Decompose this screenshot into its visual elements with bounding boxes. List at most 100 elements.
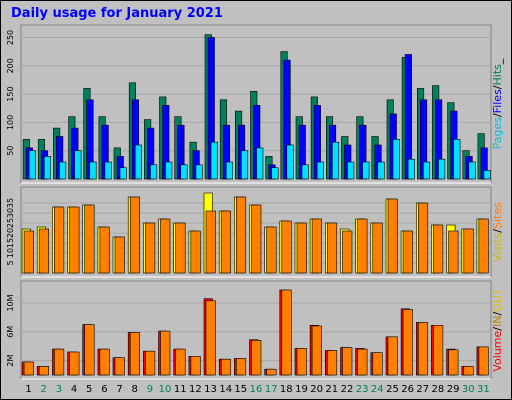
bottom-bar-in <box>114 357 125 376</box>
middle-tick-label: 25 <box>6 218 15 228</box>
day-label: 7 <box>116 384 122 395</box>
legend-part: OUT <box>491 288 504 312</box>
top-bar-pages <box>347 161 355 180</box>
top-bar-pages <box>119 167 127 180</box>
bottom-bar-in <box>266 368 277 376</box>
middle-bar-sites <box>129 196 140 274</box>
bottom-bar-in <box>342 347 353 376</box>
bottom-bar-in <box>251 340 262 376</box>
middle-tick-label: 10 <box>6 248 15 258</box>
middle-bar-sites <box>281 220 292 274</box>
day-label: 29 <box>447 384 460 395</box>
top-bar-pages <box>195 164 203 180</box>
day-label: 14 <box>219 384 232 395</box>
top-bar-pages <box>89 161 97 180</box>
day-label: 2 <box>41 384 47 395</box>
middle-bar-sites <box>433 224 444 274</box>
top-bar-pages <box>407 158 415 180</box>
top-bar-pages <box>134 144 142 180</box>
bottom-bar-in <box>387 336 398 376</box>
top-tick-label: 150 <box>6 86 15 101</box>
top-bar-pages <box>104 161 112 180</box>
top-bar-pages <box>286 144 294 180</box>
middle-tick-label: 5 <box>6 260 15 265</box>
top-bar-pages <box>468 161 476 180</box>
bottom-bar-in <box>311 325 322 376</box>
middle-bar-sites <box>266 226 277 274</box>
top-panel-legend: Pages/Files/Hits_ <box>491 58 504 149</box>
middle-bar-sites <box>84 204 95 274</box>
legend-part: Pages <box>491 117 504 150</box>
middle-bar-sites <box>175 222 186 274</box>
middle-bar-sites <box>145 222 156 274</box>
day-label: 12 <box>189 384 202 395</box>
legend-part: IN <box>491 316 504 327</box>
middle-bar-sites <box>402 230 413 274</box>
middle-bar-sites <box>463 228 474 274</box>
bottom-bar-in <box>433 324 444 376</box>
bottom-bar-in <box>190 355 201 376</box>
middle-bar-sites <box>417 202 429 274</box>
top-bar-pages <box>362 161 370 180</box>
bottom-bar-in <box>478 346 489 376</box>
middle-bar-sites <box>205 210 216 274</box>
day-label: 3 <box>56 384 62 395</box>
bottom-bar-in <box>23 361 34 376</box>
top-bar-pages <box>453 139 461 180</box>
top-tick-label: 250 <box>6 30 15 45</box>
bottom-bar-in <box>326 350 338 376</box>
legend-part: / <box>491 312 504 316</box>
day-label: 22 <box>341 384 354 395</box>
legend-part: / <box>491 229 504 233</box>
middle-bar-sites <box>69 206 80 274</box>
top-bar-pages <box>483 170 491 180</box>
day-label: 19 <box>295 384 308 395</box>
bottom-bar-in <box>99 348 110 376</box>
middle-bar-sites <box>326 222 338 274</box>
day-label: 6 <box>101 384 107 395</box>
day-label: 11 <box>174 384 187 395</box>
day-label: 23 <box>356 384 369 395</box>
middle-bar-sites <box>54 206 65 274</box>
bottom-bar-in <box>54 348 65 376</box>
top-bar-pages <box>225 161 233 180</box>
bottom-bar-in <box>38 366 50 376</box>
day-label: 26 <box>401 384 414 395</box>
middle-bar-sites <box>357 218 368 274</box>
bottom-bar-in <box>84 324 95 376</box>
middle-panel-legend: Visits/Sites <box>491 202 504 262</box>
day-label: 31 <box>477 384 490 395</box>
middle-bar-sites <box>99 226 110 274</box>
bottom-bar-in <box>205 300 216 376</box>
top-bar-pages <box>28 150 36 180</box>
bottom-bar-in <box>402 309 413 376</box>
top-bar-pages <box>392 139 400 180</box>
middle-bar-sites <box>251 204 262 274</box>
day-label: 5 <box>86 384 92 395</box>
day-label: 25 <box>386 384 399 395</box>
middle-bar-sites <box>114 236 125 274</box>
top-bar-pages <box>438 158 446 180</box>
middle-bar-sites <box>372 222 383 274</box>
bottom-bar-in <box>357 348 368 376</box>
middle-bar-sites <box>236 196 247 274</box>
middle-bar-sites <box>220 210 231 274</box>
top-bar-pages <box>59 161 67 180</box>
middle-bar-sites <box>342 230 353 274</box>
day-label: 4 <box>71 384 77 395</box>
day-label: 17 <box>265 384 278 395</box>
day-label: 21 <box>325 384 338 395</box>
chart-title: Daily usage for January 2021 <box>11 6 223 21</box>
top-bar-pages <box>74 150 82 180</box>
top-bar-pages <box>271 167 279 180</box>
middle-tick-label: 15 <box>6 238 15 248</box>
middle-bar-sites <box>38 228 50 274</box>
bottom-bar-in <box>236 358 247 376</box>
top-bar-pages <box>377 161 385 180</box>
top-bar-pages <box>256 147 264 180</box>
top-bar-pages <box>241 150 249 180</box>
day-label: 10 <box>159 384 172 395</box>
bottom-bar-in <box>145 350 156 376</box>
top-tick-label: 100 <box>6 115 15 130</box>
